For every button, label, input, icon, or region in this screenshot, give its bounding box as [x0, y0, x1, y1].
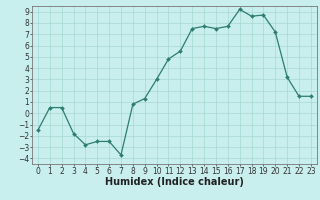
X-axis label: Humidex (Indice chaleur): Humidex (Indice chaleur) [105, 177, 244, 187]
